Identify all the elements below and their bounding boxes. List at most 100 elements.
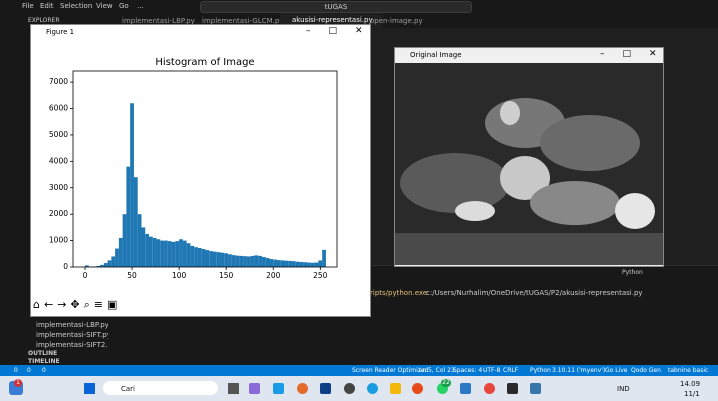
- pepper: [540, 115, 640, 171]
- histogram-bar: [269, 259, 274, 267]
- histogram-bar: [235, 255, 240, 267]
- timeline-section[interactable]: TIMELINE: [28, 358, 60, 365]
- status-item[interactable]: Qodo Gen: [631, 367, 661, 374]
- outline-section[interactable]: OUTLINE: [28, 350, 58, 357]
- command-search[interactable]: tUGAS: [200, 1, 472, 13]
- app-icon[interactable]: [437, 383, 448, 394]
- cloth: [395, 233, 663, 265]
- menu-selection[interactable]: Selection: [60, 2, 93, 10]
- status-item[interactable]: Go Live: [605, 367, 628, 374]
- menu-more[interactable]: ...: [137, 2, 144, 10]
- histogram-bar: [111, 256, 116, 267]
- histogram-chart: Histogram of Image0100020003000400050006…: [49, 57, 338, 280]
- tab[interactable]: open-image.py: [370, 17, 423, 25]
- y-tick-label: 0: [63, 262, 68, 271]
- histogram-bar: [194, 247, 198, 267]
- app-icon[interactable]: [530, 383, 541, 394]
- y-tick-label: 7000: [49, 77, 68, 86]
- app-icon[interactable]: [344, 383, 355, 394]
- file-item[interactable]: implementasi-SIFT2.py: [36, 341, 117, 349]
- histogram-bar: [265, 258, 270, 267]
- histogram-bar: [243, 256, 247, 267]
- x-tick-label: 250: [313, 271, 328, 280]
- histogram-bar: [254, 255, 259, 267]
- terminal-kind[interactable]: Python: [622, 269, 643, 276]
- status-item[interactable]: 3.10.11 ('myenv'): [552, 367, 606, 374]
- histogram-bar: [133, 177, 138, 267]
- histogram-bar: [314, 262, 319, 267]
- histogram-bar: [96, 265, 101, 267]
- app-icon[interactable]: [249, 383, 260, 394]
- histogram-bar: [307, 262, 311, 267]
- figure-toolbar[interactable]: ⌂←→✥⌕≡▣: [33, 298, 122, 311]
- figure-window-title: Figure 1: [46, 28, 75, 36]
- menu-edit[interactable]: Edit: [40, 2, 54, 10]
- histogram-bar: [239, 255, 244, 267]
- menu-go[interactable]: Go: [119, 2, 129, 10]
- histogram-bar: [213, 251, 217, 267]
- histogram-bar: [145, 233, 149, 267]
- menu-file[interactable]: File: [22, 2, 34, 10]
- x-tick-label: 0: [83, 271, 88, 280]
- pepper: [455, 201, 495, 221]
- status-item[interactable]: Spaces: 4: [453, 367, 483, 374]
- histogram-bar: [171, 241, 176, 267]
- status-item[interactable]: CRLF: [503, 367, 519, 374]
- chart-title: Histogram of Image: [155, 57, 254, 68]
- taskbar: 1 Cari 22 IND 14.09 11/1: [0, 376, 718, 401]
- file-item[interactable]: implementasi-SIFT.py: [36, 331, 111, 339]
- histogram-bar: [250, 255, 255, 267]
- histogram-bar: [141, 227, 146, 267]
- tab[interactable]: implementasi-GLCM.py: [202, 17, 284, 25]
- app-icon[interactable]: [367, 383, 378, 394]
- app-icon[interactable]: [460, 383, 471, 394]
- histogram-bar: [100, 264, 104, 267]
- file-item[interactable]: implementasi-LBP.py: [36, 321, 109, 329]
- app-icon[interactable]: [390, 383, 401, 394]
- status-warnings[interactable]: 0: [27, 367, 31, 374]
- histogram-bar: [197, 247, 202, 267]
- whatsapp-badge: 22: [441, 379, 451, 387]
- app-icon[interactable]: [228, 383, 239, 394]
- histogram-bar: [273, 259, 277, 267]
- windows-button[interactable]: [84, 383, 95, 394]
- app-icon[interactable]: [320, 383, 331, 394]
- app-icon[interactable]: [297, 383, 308, 394]
- menu-view[interactable]: View: [96, 2, 113, 10]
- status-item[interactable]: Screen Reader Optimized: [352, 367, 429, 374]
- taskbar-search[interactable]: [103, 381, 218, 395]
- tab[interactable]: implementasi-LBP.py: [122, 17, 195, 25]
- app-icon[interactable]: [484, 383, 495, 394]
- histogram-bar: [190, 245, 195, 267]
- start-badge: 1: [14, 379, 22, 387]
- histogram-bar: [284, 260, 289, 267]
- x-tick-label: 100: [172, 271, 187, 280]
- input-language[interactable]: IND: [617, 385, 630, 393]
- clock-time[interactable]: 14.09: [680, 380, 701, 388]
- window-controls[interactable]: –□✕: [306, 26, 381, 36]
- status-errors[interactable]: 0: [14, 367, 18, 374]
- terminal-argument: c:/Users/Nurhalim/OneDrive/tUGAS/P2/akus…: [426, 289, 643, 297]
- garlic: [615, 193, 655, 229]
- status-item[interactable]: UTF-8: [483, 367, 501, 374]
- histogram-bar: [201, 249, 206, 267]
- activity-bar: [0, 13, 20, 365]
- app-icon[interactable]: [412, 383, 423, 394]
- histogram-bar: [115, 248, 119, 267]
- histogram-bar: [103, 263, 108, 267]
- window-controls[interactable]: –□✕: [600, 49, 675, 59]
- histogram-bar: [288, 260, 293, 267]
- app-icon[interactable]: [507, 383, 518, 394]
- histogram-bar: [179, 239, 183, 267]
- histogram-bar: [85, 265, 89, 267]
- histogram-bar: [231, 255, 236, 267]
- status-ports[interactable]: 0: [42, 367, 46, 374]
- histogram-bar: [303, 262, 308, 267]
- clock-date[interactable]: 11/1: [684, 390, 700, 398]
- y-tick-label: 2000: [49, 209, 68, 218]
- status-item[interactable]: tabnine basic: [668, 367, 709, 374]
- status-item[interactable]: Python: [530, 367, 551, 374]
- app-icon[interactable]: [273, 383, 284, 394]
- histogram-bar: [292, 261, 296, 267]
- status-item[interactable]: Ln 5, Col 23: [419, 367, 455, 374]
